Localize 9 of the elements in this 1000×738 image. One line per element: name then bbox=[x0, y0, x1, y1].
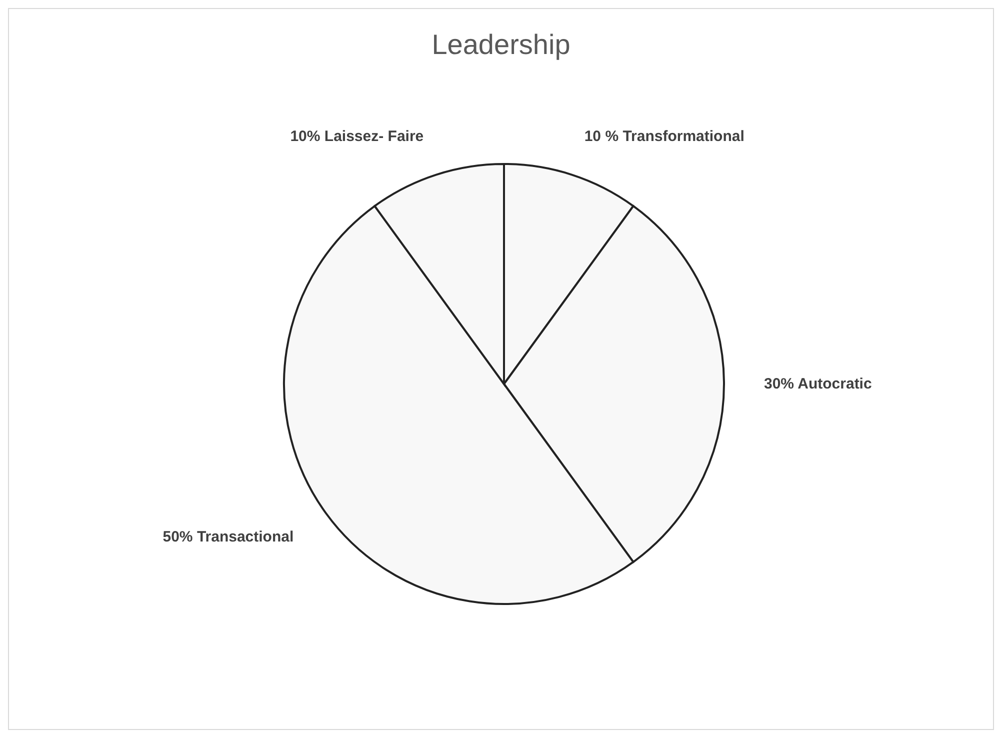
data-label: 30% bbox=[764, 376, 794, 392]
slice-label: Laissez- Faire bbox=[324, 128, 424, 146]
data-label: 10 % bbox=[584, 128, 619, 146]
data-label: 50% bbox=[162, 528, 193, 546]
slice-label: Transformational bbox=[622, 128, 744, 146]
data-label: 10% bbox=[290, 128, 320, 146]
slice-label: Transactional bbox=[196, 528, 294, 546]
chart-title: Leadership bbox=[430, 28, 572, 62]
slice-label: Autocratic bbox=[798, 376, 872, 392]
